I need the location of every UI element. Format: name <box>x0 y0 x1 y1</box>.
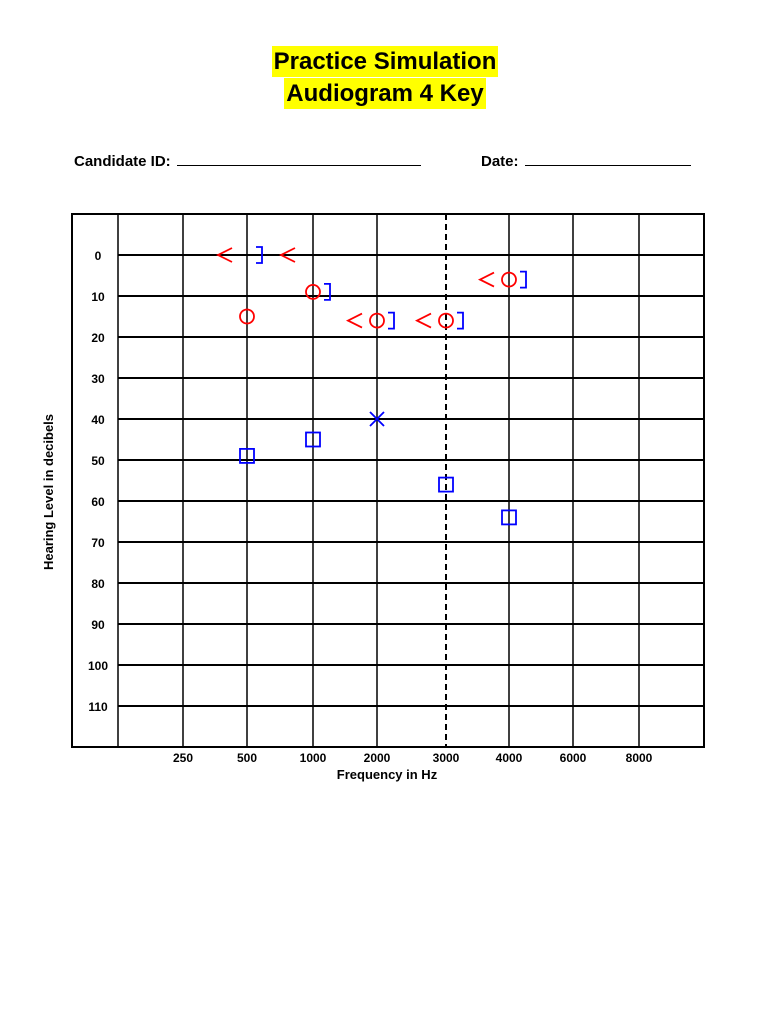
x-tick-label: 1000 <box>300 751 327 765</box>
air-conduction-x-marker <box>369 411 385 427</box>
air-conduction-circle-marker <box>239 308 255 325</box>
bone-conduction-angle-marker <box>278 247 296 263</box>
y-tick-label: 100 <box>88 659 108 673</box>
page-subtitle: Audiogram 4 Key <box>284 78 486 109</box>
x-tick-label: 250 <box>173 751 193 765</box>
y-tick-label: 0 <box>95 249 102 263</box>
air-conduction-circle-marker <box>305 283 321 300</box>
candidate-id-label: Candidate ID: <box>74 153 171 170</box>
x-tick-label: 2000 <box>364 751 391 765</box>
y-tick-label: 30 <box>91 372 105 386</box>
bone-conduction-angle-marker <box>345 312 363 329</box>
masked-bone-bracket-marker <box>457 311 464 330</box>
air-conduction-circle-marker <box>369 312 385 329</box>
y-tick-label: 110 <box>88 700 108 714</box>
date-field: Date: <box>481 150 691 170</box>
x-axis-label: Frequency in Hz <box>337 767 438 782</box>
y-tick-label: 10 <box>91 290 105 304</box>
x-tick-label: 8000 <box>626 751 653 765</box>
air-conduction-circle-marker <box>501 271 517 288</box>
page-title: Practice Simulation <box>271 46 499 77</box>
bone-conduction-angle-marker <box>414 312 432 329</box>
candidate-id-field: Candidate ID: <box>74 150 421 170</box>
bone-conduction-angle-marker <box>215 247 233 263</box>
masked-air-square-marker <box>305 431 321 448</box>
y-tick-label: 70 <box>91 536 105 550</box>
chart-frame <box>71 213 705 748</box>
x-tick-label: 3000 <box>433 751 460 765</box>
masked-air-square-marker <box>501 509 517 526</box>
date-blank <box>524 150 691 166</box>
y-tick-label: 40 <box>91 413 105 427</box>
y-tick-label: 90 <box>91 618 105 632</box>
masked-air-square-marker <box>239 447 255 464</box>
candidate-id-blank <box>176 150 421 166</box>
y-axis-label: Hearing Level in decibels <box>41 414 56 570</box>
title-block: Practice Simulation Audiogram 4 Key <box>0 46 770 110</box>
masked-bone-bracket-marker <box>388 311 395 330</box>
masked-bone-bracket-marker <box>324 282 331 301</box>
air-conduction-circle-marker <box>438 312 454 329</box>
y-tick-label: 50 <box>91 454 105 468</box>
y-tick-label: 80 <box>91 577 105 591</box>
bone-conduction-angle-marker <box>477 271 495 288</box>
date-label: Date: <box>481 153 519 170</box>
masked-air-square-marker <box>438 476 454 493</box>
x-tick-label: 6000 <box>560 751 587 765</box>
x-tick-label: 500 <box>237 751 257 765</box>
masked-bone-bracket-marker <box>256 246 263 264</box>
y-tick-label: 60 <box>91 495 105 509</box>
x-tick-label: 4000 <box>496 751 523 765</box>
y-tick-label: 20 <box>91 331 105 345</box>
masked-bone-bracket-marker <box>520 270 527 289</box>
